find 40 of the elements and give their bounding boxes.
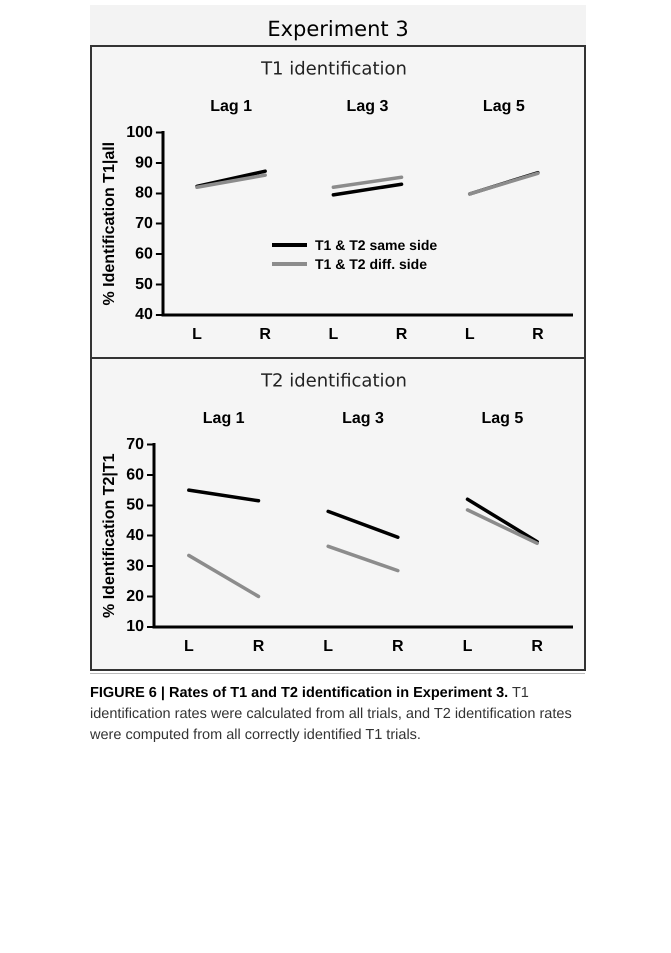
caption: FIGURE 6 | Rates of T1 and T2 identification in Experiment 3.: [90, 685, 508, 701]
x-tick-label: R: [531, 638, 544, 655]
y-axis-title: % Identification T1|all: [101, 142, 118, 306]
legend-label: T1 & T2 diff. side: [315, 256, 428, 272]
y-tick-label: 40: [135, 306, 153, 324]
y-tick-label: 20: [126, 588, 144, 605]
chart-title: T2 identification: [260, 370, 407, 392]
legend-label: T1 & T2 same side: [315, 236, 438, 252]
x-tick-label: L: [462, 638, 473, 655]
x-tick-label: L: [192, 326, 202, 343]
text: Experiment 3: [90, 5, 586, 45]
y-tick-label: 80: [135, 184, 153, 202]
text: Lag 5: [482, 98, 525, 116]
y-tick-label: 30: [126, 557, 144, 574]
x-tick-label: L: [323, 638, 334, 655]
text: Lag 3: [346, 98, 388, 116]
y-tick-label: 60: [135, 245, 153, 262]
y-tick-label: 50: [135, 276, 153, 293]
chart-title: T1 identification: [260, 58, 407, 80]
x-tick-label: R: [259, 326, 272, 343]
y-tick-label: 40: [126, 527, 144, 544]
x-tick-label: R: [392, 638, 404, 655]
y-tick-label: 60: [126, 466, 144, 484]
text: Lag 1: [202, 410, 245, 428]
text: Lag 5: [481, 410, 524, 428]
y-axis-title: % Identification T2|T1: [101, 453, 118, 618]
x-tick-label: R: [532, 326, 544, 343]
x-tick-label: L: [184, 638, 194, 655]
y-tick-label: 100: [126, 124, 153, 142]
x-tick-label: L: [328, 326, 338, 343]
y-tick-label: 50: [126, 496, 144, 514]
y-tick-label: 70: [126, 436, 144, 454]
text: Lag 1: [210, 98, 252, 116]
y-tick-label: 90: [135, 154, 153, 172]
text: Lag 3: [342, 410, 384, 428]
x-tick-label: R: [396, 326, 408, 343]
x-tick-label: R: [252, 638, 265, 655]
x-tick-label: L: [464, 326, 475, 343]
y-tick-label: 10: [126, 618, 144, 636]
y-tick-label: 70: [135, 215, 153, 232]
